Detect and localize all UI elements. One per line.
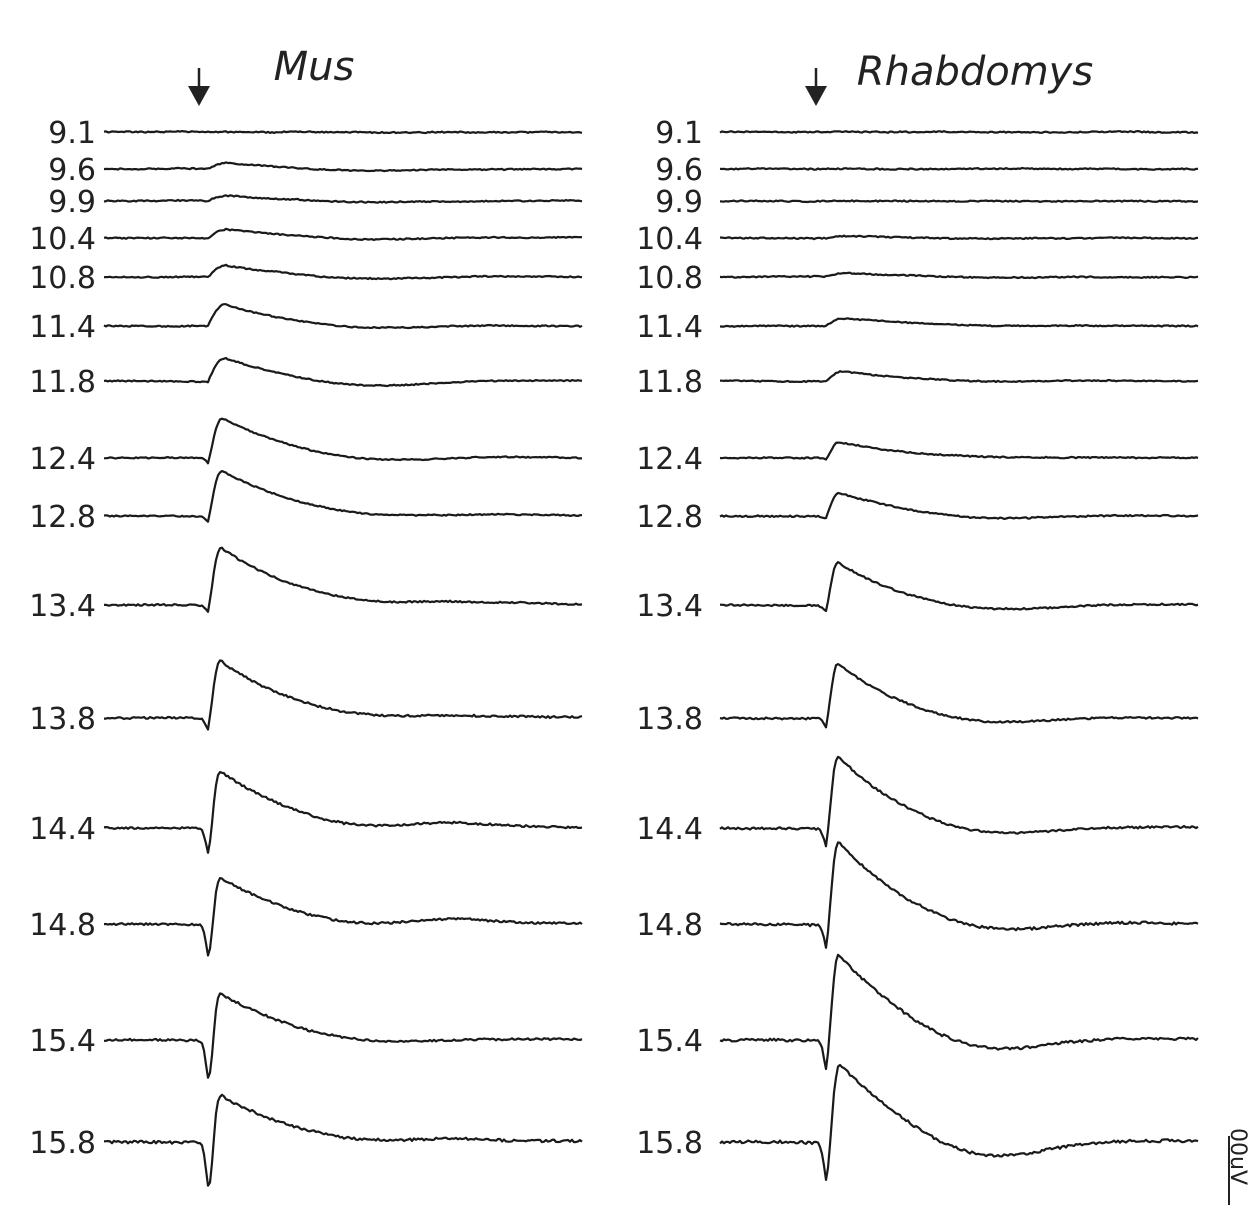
amplitude-label: 13.8 (29, 702, 96, 737)
erg-trace (103, 263, 583, 281)
amplitude-label: 12.4 (636, 442, 703, 477)
erg-trace (719, 234, 1199, 241)
erg-trace (103, 356, 583, 388)
amplitude-label: 15.8 (29, 1126, 96, 1161)
panel-title-rhabdomys: Rhabdomys (857, 49, 1093, 95)
amplitude-label: 15.8 (636, 1126, 703, 1161)
amplitude-label: 11.4 (636, 310, 703, 345)
amplitude-label: 11.4 (29, 310, 96, 345)
erg-trace (719, 953, 1199, 1071)
erg-trace (719, 370, 1199, 384)
amplitude-label: 12.8 (636, 500, 703, 535)
amplitude-label: 9.1 (48, 116, 96, 151)
amplitude-label: 10.8 (636, 261, 703, 296)
amplitude-labels-mus: 9.19.69.910.4 10.8 11.4 11.8 12.4 12.8 13.4 13.… (29, 116, 96, 1161)
amplitude-label: 10.4 (29, 222, 96, 257)
amplitude-label: 11.8 (29, 365, 96, 400)
amplitude-label: 9.9 (655, 185, 703, 220)
amplitude-label: 9.1 (655, 116, 703, 151)
erg-trace (719, 271, 1199, 280)
erg-trace (103, 227, 583, 242)
erg-trace (103, 771, 583, 854)
amplitude-label: 13.8 (636, 702, 703, 737)
amplitude-labels-rhabdomys: 9.19.69.910.4 10.8 11.4 11.8 12.4 12.8 13.4 13.… (636, 116, 703, 1161)
erg-trace (103, 417, 582, 465)
erg-trace (719, 561, 1199, 613)
erg-trace (719, 130, 1199, 134)
erg-trace (103, 129, 583, 135)
erg-trace (719, 1063, 1199, 1181)
erg-trace (103, 303, 583, 330)
erg-trace (719, 317, 1199, 328)
erg-trace (104, 992, 583, 1079)
amplitude-label: 14.4 (29, 812, 96, 847)
erg-trace (719, 841, 1199, 949)
panel-mus: Mus 9.19.69.910.4 10.8 11.4 11.8 12.4 12.8 13.… (29, 44, 583, 1187)
erg-trace (719, 199, 1199, 204)
amplitude-label: 11.8 (636, 365, 703, 400)
erg-trace (719, 166, 1199, 171)
amplitude-label: 9.9 (48, 185, 96, 220)
amplitude-label: 13.4 (636, 589, 703, 624)
amplitude-label: 12.4 (29, 442, 96, 477)
amplitude-label: 14.4 (636, 812, 703, 847)
amplitude-label: 15.4 (29, 1024, 96, 1059)
erg-trace (103, 161, 583, 173)
traces-mus (103, 129, 583, 1187)
amplitude-label: 9.6 (655, 153, 703, 188)
erg-trace (103, 194, 583, 204)
erg-trace (719, 663, 1199, 729)
erg-trace (103, 546, 583, 613)
traces-rhabdomys (719, 130, 1199, 1181)
erg-trace (103, 877, 583, 957)
stimulus-arrow-icon (188, 68, 210, 106)
amplitude-label: 10.8 (29, 261, 96, 296)
erg-trace (103, 1093, 583, 1187)
amplitude-label: 13.4 (29, 589, 96, 624)
amplitude-label: 15.4 (636, 1024, 703, 1059)
panel-rhabdomys: Rhabdomys 9.19.69.910.4 10.8 11.4 11.8 12.4 1… (636, 49, 1199, 1181)
erg-trace (719, 441, 1199, 461)
amplitude-label: 10.4 (636, 222, 703, 257)
amplitude-label: 9.6 (48, 153, 96, 188)
erg-trace (103, 469, 582, 523)
amplitude-label: 14.8 (29, 908, 96, 943)
stimulus-arrow-icon (805, 68, 827, 106)
erg-trace (104, 659, 583, 731)
amplitude-label: 12.8 (29, 500, 96, 535)
amplitude-label: 14.8 (636, 908, 703, 943)
scale-bar-label: 00uV (1228, 1128, 1250, 1185)
erg-trace (719, 755, 1199, 848)
panel-title-mus: Mus (274, 44, 355, 90)
erg-trace (719, 491, 1199, 520)
